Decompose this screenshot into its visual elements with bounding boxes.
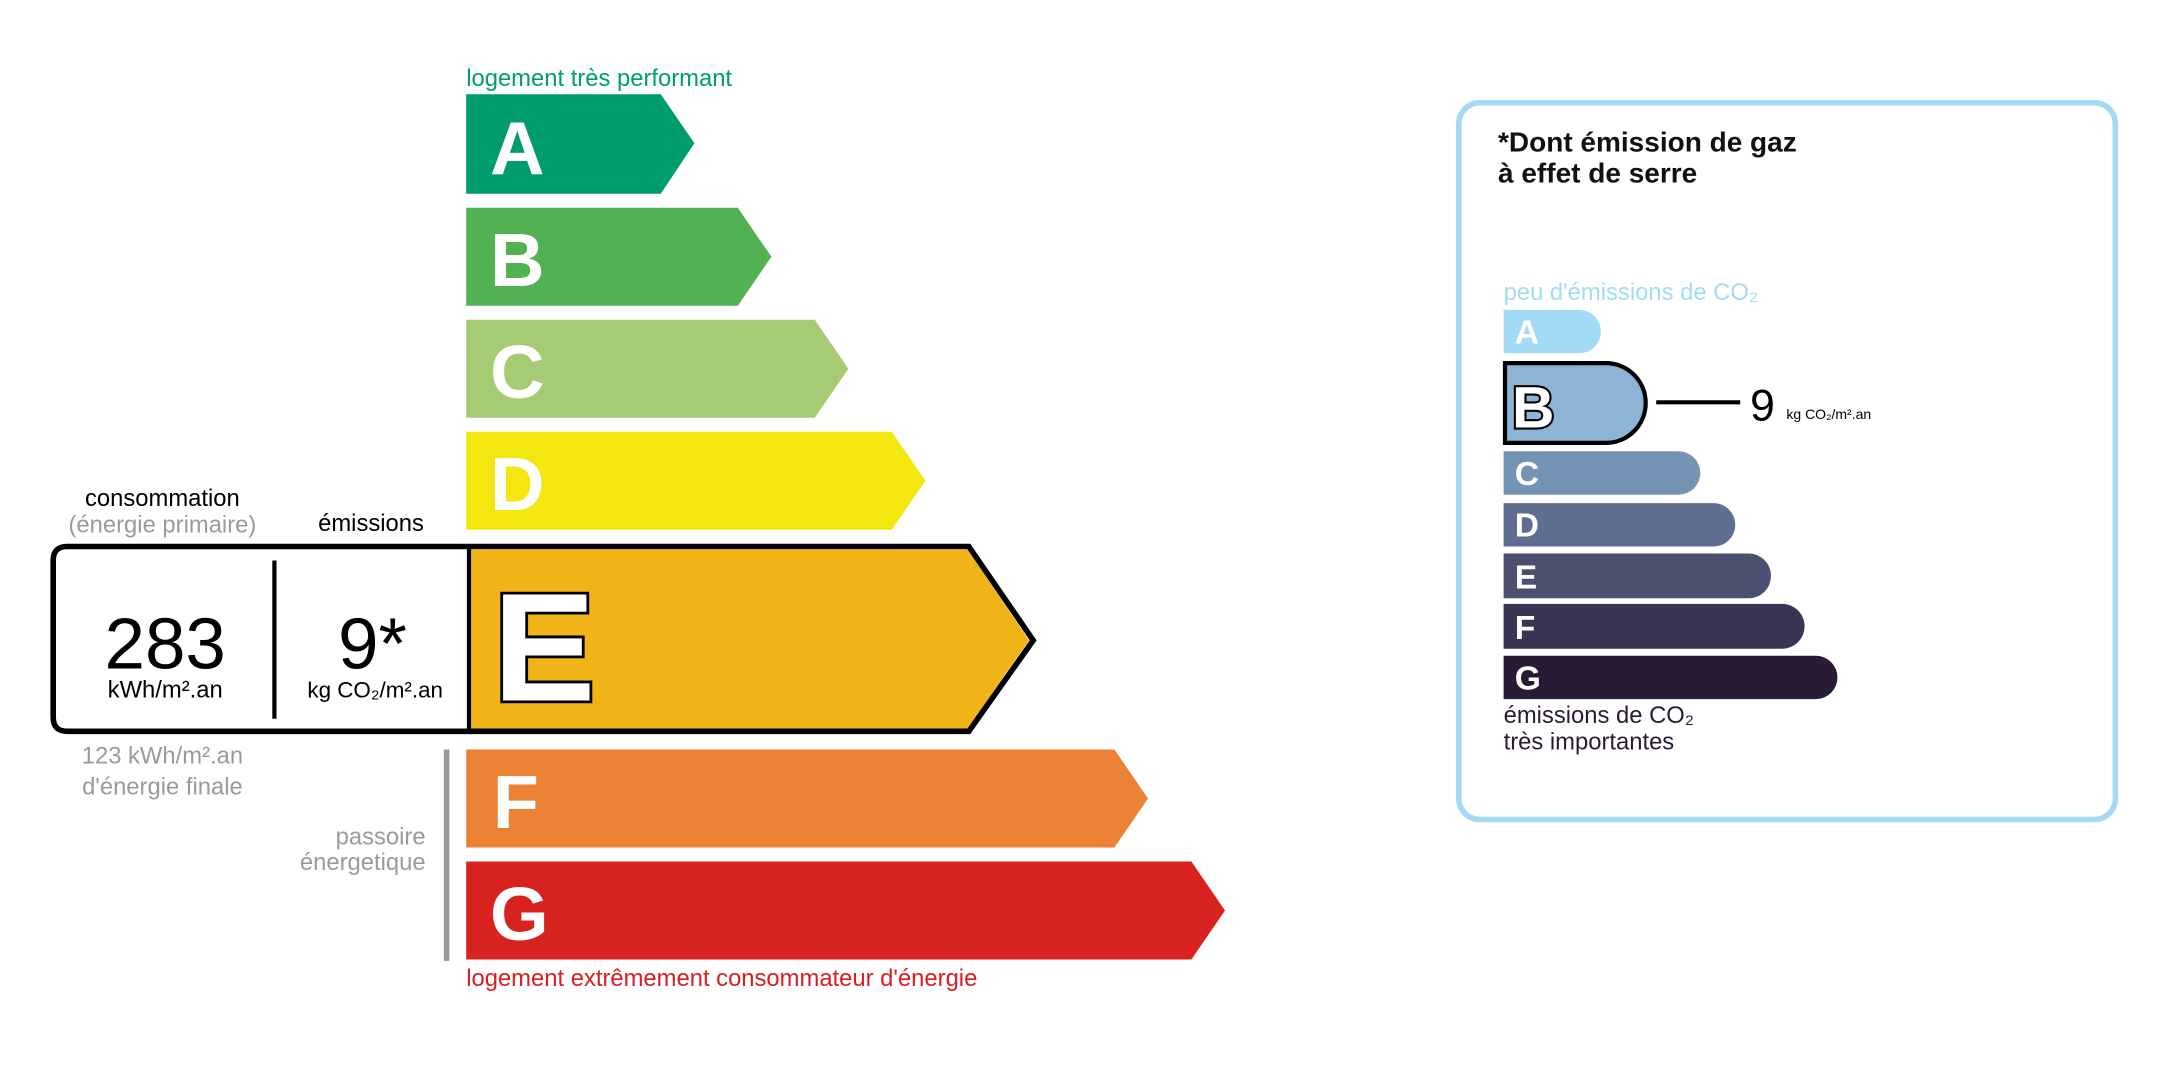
energy-class-letter: B (490, 219, 545, 303)
ges-bottom-label: émissions de CO₂ (1504, 702, 1694, 729)
ges-class-letter: G (1515, 660, 1541, 697)
ges-class-letter: A (1515, 315, 1539, 352)
ges-class-c: C (1503, 451, 1701, 495)
energy-class-f: F (466, 749, 1148, 848)
consumption-value: 283 (104, 603, 225, 684)
energy-class-letter: A (490, 107, 545, 191)
energy-class-letter: E (493, 562, 596, 734)
ges-class-letter: E (1515, 560, 1537, 597)
passoire-label-2: énergetique (300, 849, 426, 876)
final-energy-value: 123 kWh/m².an (82, 743, 243, 770)
energy-class-g: G (466, 861, 1225, 960)
ges-class-d: D (1503, 503, 1736, 547)
ges-bottom-label-2: très importantes (1504, 729, 1675, 756)
ges-class-letter: C (1515, 456, 1539, 493)
ges-class-a: A (1503, 309, 1601, 354)
emissions-label: émissions (318, 510, 424, 537)
energy-top-label: logement très performant (466, 65, 732, 92)
consumption-label: consommation (85, 485, 240, 512)
ges-class-letter: D (1515, 508, 1539, 545)
consumption-sublabel: (énergie primaire) (69, 512, 257, 539)
ges-title-2: à effet de serre (1498, 158, 1697, 189)
energy-class-e-current: E 283 kWh/m².an 9* kg CO₂/m².an (50, 543, 1037, 736)
ges-class-g: G (1503, 655, 1838, 700)
energy-class-letter: F (493, 761, 539, 845)
energy-class-b: B (466, 207, 772, 306)
energy-class-c: C (466, 319, 849, 418)
energy-class-letter: C (490, 331, 545, 415)
energy-class-a: A (466, 94, 695, 194)
ges-title: *Dont émission de gaz (1498, 127, 1797, 158)
ges-class-b-current: B 9 kg CO₂/m².an (1502, 360, 1871, 445)
energy-class-d: D (466, 431, 926, 530)
ges-class-f: F (1503, 603, 1805, 649)
energy-bottom-label: logement extrêmement consommateur d'éner… (466, 965, 977, 992)
ges-class-e: E (1503, 553, 1771, 599)
energy-class-letter: G (490, 873, 549, 957)
ges-value: 9 (1750, 381, 1775, 431)
ges-class-letter: F (1515, 610, 1536, 647)
energy-class-letter: D (490, 443, 545, 527)
passoire-bar (443, 749, 450, 961)
passoire-label: passoire (336, 824, 426, 851)
ges-unit: kg CO₂/m².an (1786, 406, 1871, 422)
final-energy-label: d'énergie finale (82, 773, 243, 800)
ges-class-letter: B (1512, 376, 1554, 441)
consumption-unit: kWh/m².an (108, 677, 223, 704)
emissions-unit: kg CO₂/m².an (307, 678, 443, 703)
emissions-value: 9* (338, 603, 407, 684)
ges-top-label: peu d'émissions de CO₂ (1504, 279, 1759, 306)
